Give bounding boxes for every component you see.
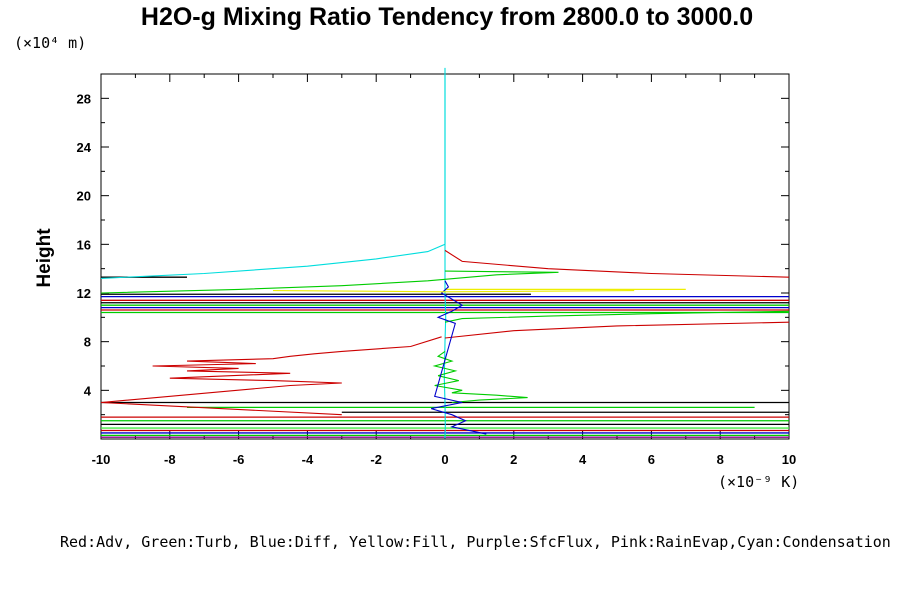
series-line-adv-right <box>444 321 790 339</box>
data-series <box>100 67 790 439</box>
series-line-turb-upper <box>100 270 559 294</box>
x-tick-label: 2 <box>510 452 517 467</box>
series-line-adv-mid <box>100 336 442 416</box>
y-tick-label: 8 <box>84 335 91 350</box>
x-tick-label: 10 <box>782 452 796 467</box>
x-tick-label: -2 <box>370 452 382 467</box>
series-line-condensation <box>100 74 447 439</box>
series-line-fill <box>272 290 635 293</box>
series-line-turb-mid <box>432 350 528 404</box>
x-tick-label: -8 <box>164 452 176 467</box>
x-unit-label: (×10⁻⁹ K) <box>718 473 799 491</box>
x-tick-label: 8 <box>717 452 724 467</box>
x-tick-label: 4 <box>579 452 587 467</box>
y-tick-label: 24 <box>77 140 92 155</box>
series-line-adv-upper <box>444 249 790 278</box>
y-tick-label: 4 <box>84 383 92 398</box>
x-tick-label: 0 <box>441 452 448 467</box>
y-unit-label: (×10⁴ m) <box>14 34 86 52</box>
legend-text: Red:Adv, Green:Turb, Blue:Diff, Yellow:F… <box>60 533 891 551</box>
x-tick-label: 6 <box>648 452 655 467</box>
series-line-diff <box>431 280 487 435</box>
y-tick-label: 16 <box>77 237 91 252</box>
x-tick-label: -6 <box>233 452 245 467</box>
x-tick-label: -4 <box>302 452 314 467</box>
y-tick-label: 28 <box>77 91 91 106</box>
y-tick-label: 12 <box>77 286 91 301</box>
y-axis-label: Height <box>34 228 55 288</box>
chart-title: H2O-g Mixing Ratio Tendency from 2800.0 … <box>141 3 753 31</box>
y-tick-label: 20 <box>77 189 91 204</box>
x-tick-label: -10 <box>92 452 111 467</box>
series-line-turb-right <box>444 310 790 323</box>
